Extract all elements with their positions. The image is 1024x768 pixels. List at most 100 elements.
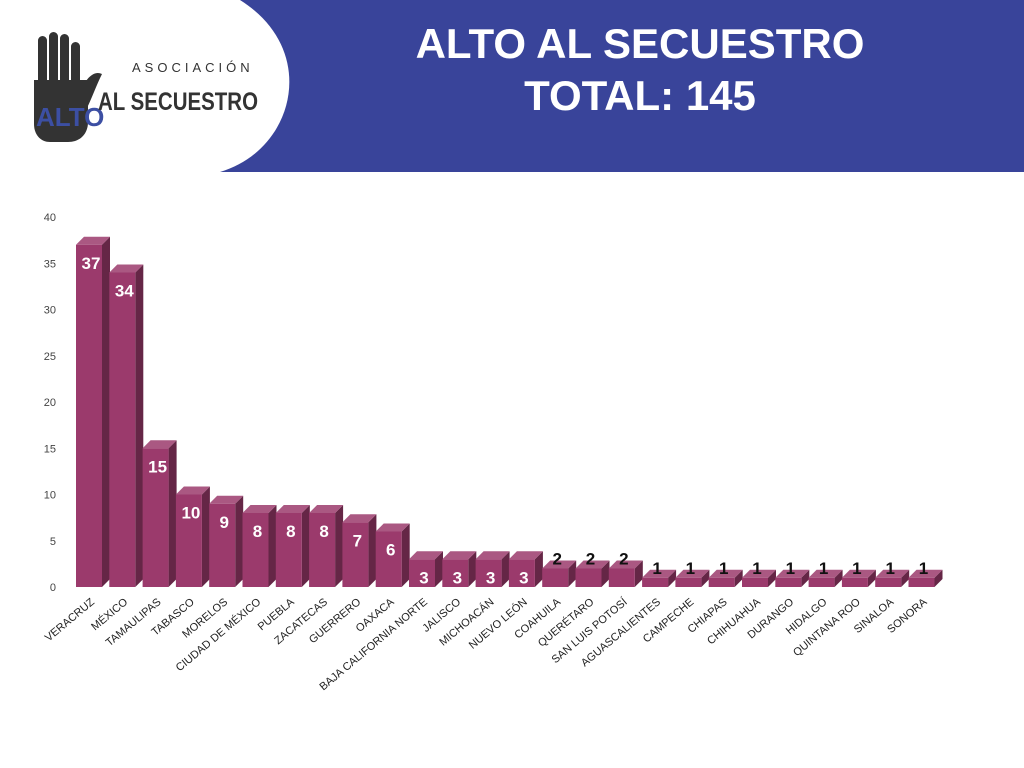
data-label: 8 [319, 522, 328, 541]
bar-front [142, 448, 169, 587]
bar-front [109, 272, 136, 587]
bar-front [242, 513, 269, 587]
bar-side [135, 264, 144, 587]
chart-title: ALTO AL SECUESTRO [415, 20, 865, 67]
bar-top [908, 569, 943, 578]
data-label: 1 [919, 559, 928, 578]
bar-top [542, 560, 577, 569]
bar-top [242, 505, 277, 513]
logo-word-alto: ALTO [36, 102, 104, 132]
data-label: 8 [286, 522, 295, 541]
bar-front [309, 513, 336, 587]
bar-front [675, 577, 702, 587]
bar-front [608, 568, 635, 587]
bar-front [742, 577, 768, 587]
bar-side [734, 569, 743, 587]
bar-front [375, 531, 402, 587]
bar-chart: 0 5 10 15 20 25 30 35 40 37 34 15 10 9 8 8 8 7 6 3 3 3 3 2 2 2 1 1… [43, 212, 943, 693]
bar-front [908, 577, 935, 587]
bar-side [201, 486, 210, 587]
data-label: 1 [686, 559, 695, 578]
bar-side [501, 551, 510, 587]
bar [442, 551, 477, 587]
bar [242, 505, 277, 587]
bar-side [301, 505, 310, 587]
bar-top [175, 486, 210, 495]
bar-top [409, 551, 443, 560]
data-label: 2 [586, 550, 595, 569]
bar [775, 569, 810, 587]
bar-top [708, 569, 743, 578]
bar-side [235, 495, 244, 587]
bar [342, 514, 377, 587]
bar [875, 569, 910, 587]
bar-side [834, 569, 843, 587]
bar-top [109, 264, 144, 273]
bar [608, 560, 643, 587]
bar-side [102, 236, 110, 587]
bar [375, 523, 410, 587]
bar-top [608, 560, 643, 569]
bar-top [309, 505, 344, 513]
logo-word-main: AL SECUESTRO [98, 88, 258, 116]
bar [708, 569, 743, 587]
data-label: 2 [619, 550, 628, 569]
bar-front [841, 577, 868, 587]
bar-side [468, 551, 477, 587]
bar-top [808, 569, 843, 578]
bar-top [475, 551, 510, 560]
y-tick-label: 30 [44, 305, 56, 317]
bar [575, 560, 610, 587]
data-label: 9 [219, 513, 228, 532]
bar-front [808, 577, 835, 587]
bar-side [901, 569, 910, 587]
bar-top [275, 505, 310, 513]
x-tick-label: VERACRUZ [43, 596, 97, 644]
y-tick-label: 0 [50, 582, 56, 594]
bar [642, 569, 677, 587]
bar-top [142, 440, 177, 449]
bar [209, 495, 244, 587]
bar-top [642, 569, 677, 578]
y-tick-label: 15 [44, 443, 56, 455]
bar [508, 551, 543, 587]
bar-front [409, 559, 435, 587]
bar-front [76, 244, 102, 587]
bar-side [634, 560, 643, 587]
data-label: 1 [752, 559, 761, 578]
data-label: 1 [652, 559, 661, 578]
bar-top [375, 523, 410, 532]
bar-top [841, 569, 876, 578]
data-label: 15 [148, 457, 167, 476]
organization-logo: ALTO ASOCIACIÓN AL SECUESTRO [34, 32, 258, 142]
bar-side [867, 569, 876, 587]
bar [475, 551, 510, 587]
data-label: 10 [181, 504, 200, 523]
data-label: 7 [353, 531, 362, 550]
bar-side [435, 551, 443, 587]
x-tick-label: QUERÉTARO [535, 595, 596, 650]
y-axis: 0 5 10 15 20 25 30 35 40 [44, 212, 56, 594]
bar [309, 505, 344, 587]
bar-top [342, 514, 377, 523]
bar-side [668, 569, 677, 587]
bar-front [442, 559, 469, 587]
bar-top [875, 569, 910, 578]
logo-small-text: ASOCIACIÓN [132, 60, 254, 75]
y-tick-label: 25 [44, 351, 56, 363]
bar [275, 505, 310, 587]
bar-front [209, 503, 236, 587]
data-label: 37 [82, 254, 101, 273]
y-tick-label: 10 [44, 490, 56, 502]
data-label: 34 [115, 282, 134, 301]
data-label: 8 [253, 522, 262, 541]
bar [109, 264, 144, 587]
bar-side [934, 569, 943, 587]
bar-top [575, 560, 610, 569]
data-label: 3 [419, 568, 428, 587]
y-tick-label: 5 [50, 536, 56, 548]
bar-top [442, 551, 477, 560]
bar [142, 440, 177, 587]
bar-side [368, 514, 377, 587]
y-tick-label: 20 [44, 397, 56, 409]
